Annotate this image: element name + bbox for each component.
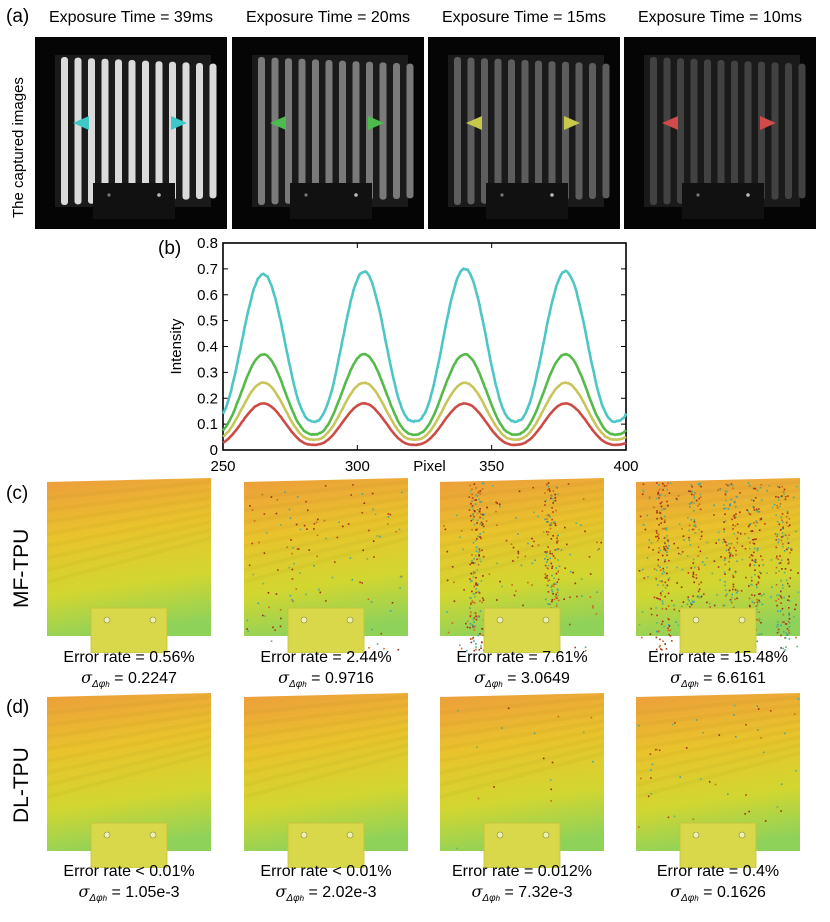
captured-image	[428, 37, 620, 229]
y-tick-label: 0.1	[197, 416, 218, 433]
series-line	[221, 352, 627, 437]
reconstruction-image	[632, 478, 804, 653]
row-label-dl-tpu: DL-TPU	[10, 747, 33, 823]
panel-label-c: (c)	[6, 483, 29, 504]
y-tick-label: 0.8	[197, 235, 218, 252]
sigma-value: = 7.32e-3	[500, 884, 573, 901]
exposure-title: Exposure Time = 10ms	[637, 9, 803, 26]
marker-left-icon	[270, 116, 286, 130]
result-caption: Error rate = 0.012% σΔφh = 7.32e-3	[411, 862, 633, 909]
sigma-symbol: σ	[275, 882, 287, 901]
sigma-subscript: Δφh	[681, 893, 699, 904]
marker-left-icon	[73, 116, 89, 130]
error-rate-label: Error rate = 0.56%	[63, 649, 195, 666]
y-axis-label: Intensity	[168, 318, 185, 374]
series-line	[222, 381, 627, 442]
result-caption: Error rate < 0.01% σΔφh = 1.05e-3	[18, 862, 240, 909]
reconstruction-image	[632, 693, 804, 868]
result-caption: Error rate = 2.44% σΔφh = 0.9716	[215, 648, 437, 695]
sigma-symbol: σ	[81, 668, 93, 687]
sigma-symbol: σ	[670, 668, 682, 687]
reconstruction-image	[43, 478, 215, 653]
marker-right-icon	[760, 116, 776, 130]
result-caption: Error rate = 15.48% σΔφh = 6.6161	[607, 648, 829, 695]
captured-image	[232, 37, 424, 229]
x-tick-label: 250	[210, 458, 235, 475]
sigma-value: = 0.1626	[698, 884, 766, 901]
captured-image	[35, 37, 227, 229]
y-tick-label: 0.2	[197, 390, 218, 407]
sigma-symbol: σ	[471, 882, 483, 901]
sigma-subscript: Δφh	[92, 679, 110, 690]
error-rate-label: Error rate < 0.01%	[63, 863, 195, 880]
marker-left-icon	[662, 116, 678, 130]
sigma-label: σΔφh = 1.05e-3	[18, 882, 240, 909]
sigma-value: = 0.2247	[109, 670, 177, 687]
series-line	[222, 401, 627, 447]
x-tick-label: 400	[613, 458, 638, 475]
sigma-subscript: Δφh	[289, 679, 307, 690]
reconstruction-image	[240, 478, 412, 653]
marker-left-icon	[466, 116, 482, 130]
row-label-captured: The captured images	[10, 77, 27, 218]
sigma-value: = 3.0649	[502, 670, 570, 687]
sigma-label: σΔφh = 0.2247	[18, 668, 240, 695]
sigma-label: σΔφh = 3.0649	[411, 668, 633, 695]
sigma-label: σΔφh = 7.32e-3	[411, 882, 633, 909]
sigma-label: σΔφh = 6.6161	[607, 668, 829, 695]
sigma-symbol: σ	[278, 668, 290, 687]
sigma-subscript: Δφh	[681, 679, 699, 690]
reconstruction-image	[436, 478, 608, 653]
series-line	[221, 267, 628, 424]
y-tick-label: 0.7	[197, 261, 218, 278]
x-tick-label: 300	[345, 458, 370, 475]
sigma-label: σΔφh = 0.1626	[607, 882, 829, 909]
sigma-label: σΔφh = 2.02e-3	[215, 882, 437, 909]
marker-right-icon	[171, 116, 187, 130]
y-tick-label: 0	[210, 442, 218, 459]
sigma-symbol: σ	[670, 882, 682, 901]
sigma-symbol: σ	[474, 668, 486, 687]
marker-right-icon	[564, 116, 580, 130]
captured-image	[624, 37, 816, 229]
panel-label-b: (b)	[158, 238, 182, 259]
panel-label-d: (d)	[6, 697, 30, 718]
sigma-value: = 2.02e-3	[304, 884, 377, 901]
exposure-title: Exposure Time = 20ms	[245, 9, 411, 26]
y-tick-label: 0.6	[197, 287, 218, 304]
error-rate-label: Error rate = 2.44%	[260, 649, 392, 666]
sigma-subscript: Δφh	[89, 893, 108, 904]
x-axis-label: Pixel	[413, 458, 446, 475]
intensity-chart: 0 0.1 0.2 0.3 0.4 0.5 0.6 0.7 0.8 250 300 350 400 Pix…	[168, 235, 639, 475]
sigma-subscript: Δφh	[482, 893, 501, 904]
sigma-symbol: σ	[78, 882, 90, 901]
y-tick-label: 0.3	[197, 364, 218, 381]
sigma-value: = 1.05e-3	[107, 884, 180, 901]
x-tick-label: 350	[479, 458, 504, 475]
reconstruction-image	[240, 693, 412, 868]
result-caption: Error rate = 7.61% σΔφh = 3.0649	[411, 648, 633, 695]
y-tick-label: 0.4	[197, 339, 218, 356]
result-caption: Error rate = 0.56% σΔφh = 0.2247	[18, 648, 240, 695]
exposure-title: Exposure Time = 15ms	[441, 9, 607, 26]
exposure-title: Exposure Time = 39ms	[48, 9, 214, 26]
result-caption: Error rate < 0.01% σΔφh = 2.02e-3	[215, 862, 437, 909]
sigma-subscript: Δφh	[286, 893, 305, 904]
reconstruction-image	[436, 693, 608, 868]
result-caption: Error rate = 0.4% σΔφh = 0.1626	[607, 862, 829, 909]
reconstruction-image	[43, 693, 215, 868]
error-rate-label: Error rate < 0.01%	[260, 863, 392, 880]
sigma-value: = 6.6161	[698, 670, 766, 687]
error-rate-label: Error rate = 7.61%	[456, 649, 588, 666]
panel-label-a: (a)	[6, 6, 30, 27]
y-tick-label: 0.5	[197, 313, 218, 330]
sigma-value: = 0.9716	[306, 670, 374, 687]
error-rate-label: Error rate = 0.012%	[451, 863, 593, 880]
marker-right-icon	[368, 116, 384, 130]
sigma-label: σΔφh = 0.9716	[215, 668, 437, 695]
row-label-mf-tpu: MF-TPU	[10, 528, 33, 608]
sigma-subscript: Δφh	[485, 679, 503, 690]
error-rate-label: Error rate = 15.48%	[647, 649, 789, 666]
error-rate-label: Error rate = 0.4%	[656, 863, 780, 880]
